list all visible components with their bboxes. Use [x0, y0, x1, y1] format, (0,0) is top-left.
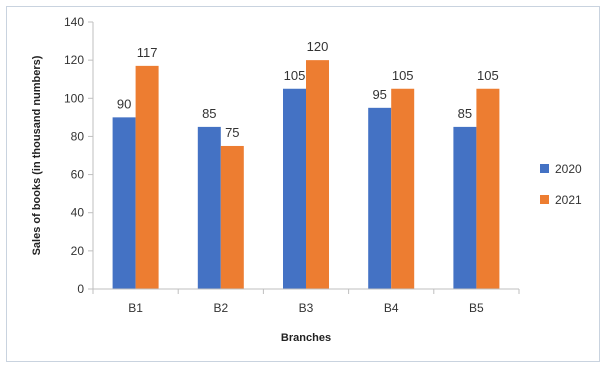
data-label-2021-B1: 117 [137, 45, 158, 60]
x-axis-title: Branches [281, 332, 331, 344]
y-tick-label: 0 [77, 282, 84, 296]
bar-2020-B3 [283, 88, 306, 289]
legend: 2020 2021 [540, 162, 582, 207]
bar-2021-B4 [391, 88, 415, 289]
data-label-2021-B4: 105 [392, 68, 414, 83]
y-tick-label: 20 [71, 244, 85, 258]
bar-2021-B2 [220, 145, 244, 289]
bar-2021-B3 [306, 60, 329, 290]
data-label-2020-B2: 85 [202, 106, 216, 121]
data-label-2021-B2: 75 [225, 125, 239, 140]
data-label-2020-B3: 105 [284, 68, 306, 83]
y-tick-label: 140 [64, 15, 84, 29]
bar-2020-B2 [197, 126, 221, 290]
y-tick-label: 100 [64, 91, 84, 105]
data-label-2021-B3: 120 [307, 39, 329, 54]
y-axis-title: Sales of books (in thousand numbers) [31, 55, 43, 255]
data-label-2020-B4: 95 [372, 87, 386, 102]
y-tick-label: 60 [71, 168, 85, 182]
bars [112, 60, 500, 290]
y-tick-label: 80 [71, 129, 85, 143]
legend-label-2021: 2021 [555, 193, 582, 207]
x-tick-label: B3 [299, 301, 314, 315]
bar-2020-B1 [112, 117, 136, 289]
data-label-2020-B1: 90 [117, 96, 131, 111]
legend-label-2020: 2020 [555, 162, 582, 176]
x-tick-label: B1 [128, 301, 143, 315]
bar-2021-B5 [476, 88, 500, 289]
data-label-2020-B5: 85 [458, 106, 472, 121]
y-tick-label: 120 [64, 53, 84, 67]
bar-2020-B5 [453, 126, 477, 290]
legend-swatch-2021 [540, 195, 549, 204]
data-label-2021-B5: 105 [477, 68, 499, 83]
x-tick-label: B4 [384, 301, 399, 315]
bar-2021-B1 [135, 65, 159, 289]
y-axis-ticks: 0 20 40 60 80 100 120 140 [64, 15, 93, 296]
y-tick-label: 40 [71, 206, 85, 220]
x-tick-label: B5 [469, 301, 484, 315]
bar-2020-B4 [368, 107, 392, 289]
legend-swatch-2020 [540, 164, 549, 173]
x-axis-ticks: B1 B2 B3 B4 B5 [92, 289, 520, 315]
x-tick-label: B2 [213, 301, 228, 315]
